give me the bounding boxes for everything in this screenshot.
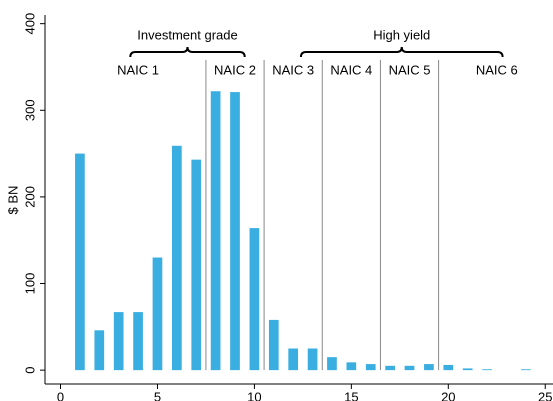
bracket (129, 46, 246, 58)
y-tick-label: 100 (22, 273, 37, 295)
class-label: NAIC 2 (214, 62, 256, 77)
y-tick-label: 0 (22, 367, 37, 374)
y-tick-label: 300 (22, 99, 37, 121)
bar (268, 319, 279, 371)
x-tick-label: 5 (154, 389, 161, 401)
bar (365, 364, 376, 371)
bar (210, 91, 221, 371)
bar (307, 348, 318, 371)
class-label: NAIC 5 (389, 62, 431, 77)
x-tick-label: 20 (441, 389, 455, 401)
bar (249, 228, 260, 371)
group-label: High yield (373, 27, 430, 42)
group-label: Investment grade (137, 27, 237, 42)
x-tick-label: 15 (344, 389, 358, 401)
bar (521, 369, 531, 371)
bar (230, 92, 240, 371)
bar (172, 145, 182, 371)
bar (191, 159, 202, 371)
bar (346, 362, 357, 371)
class-label: NAIC 1 (117, 62, 159, 77)
bar (94, 330, 105, 371)
bar (424, 364, 434, 371)
x-tick-label: 25 (538, 389, 552, 401)
class-label: NAIC 4 (330, 62, 372, 77)
bar (288, 348, 299, 371)
bar (385, 365, 395, 371)
bar (462, 368, 473, 371)
bracket (299, 46, 504, 58)
y-tick-label: 400 (22, 13, 37, 35)
y-tick-label: 200 (22, 186, 37, 208)
x-tick-label: 0 (57, 389, 64, 401)
class-label: NAIC 6 (476, 62, 518, 77)
bar (75, 153, 85, 371)
bar (113, 312, 124, 371)
bar (443, 364, 454, 371)
bar (482, 369, 492, 371)
bar (133, 312, 143, 371)
x-tick-label: 10 (247, 389, 261, 401)
bar (404, 365, 415, 371)
y-axis-label: $ BN (5, 186, 20, 215)
class-label: NAIC 3 (272, 62, 314, 77)
bar (327, 357, 337, 371)
bar (152, 257, 163, 371)
